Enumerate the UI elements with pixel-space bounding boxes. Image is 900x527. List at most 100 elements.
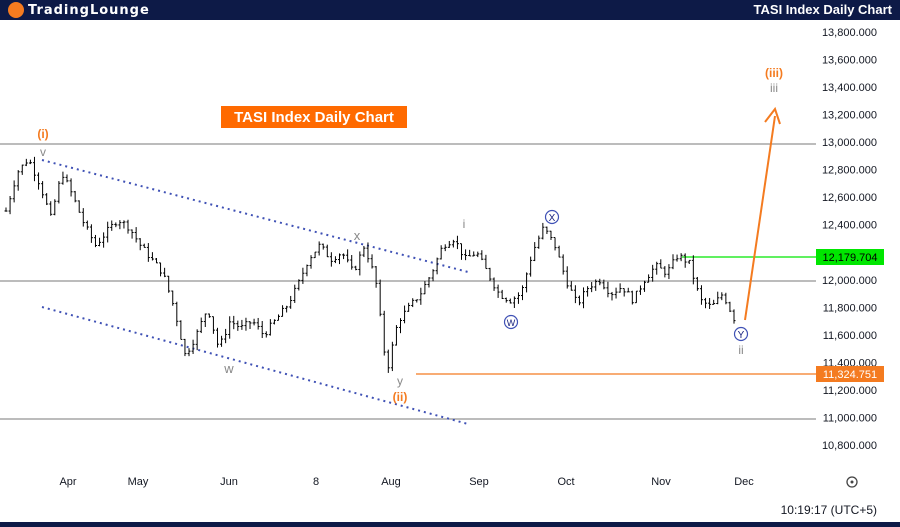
ohlc-bar — [679, 253, 683, 262]
x-tick-label: Dec — [734, 476, 754, 488]
y-tick-label: 11,000.000 — [823, 412, 877, 424]
time-label: 10:19:17 (UTC+5) — [781, 503, 877, 517]
ohlc-bar — [622, 288, 626, 297]
chart-settings-icon[interactable] — [846, 476, 858, 488]
ohlc-bar — [455, 235, 459, 250]
ohlc-bar — [130, 229, 134, 239]
ohlc-bar — [264, 331, 268, 338]
wave-label-W: W — [507, 318, 516, 328]
projection-arrow-line — [744, 115, 776, 321]
ohlc-bar — [394, 325, 398, 346]
x-tick-label: Aug — [381, 476, 401, 488]
wave-label-iii: iii — [770, 81, 778, 95]
ohlc-bar — [533, 242, 537, 262]
ohlc-bar — [329, 252, 333, 267]
ohlc-bar — [293, 284, 297, 303]
ohlc-bar — [199, 317, 203, 334]
ohlc-bar — [732, 309, 736, 324]
ohlc-bar — [586, 286, 590, 297]
wave-label-X: X — [549, 213, 556, 224]
chart-title: TASI Index Daily Chart — [234, 109, 394, 126]
ohlc-bar — [496, 284, 500, 298]
ohlc-bar — [309, 255, 313, 269]
ohlc-bar — [114, 222, 118, 228]
ohlc-bar — [390, 341, 394, 372]
candles-group — [4, 156, 736, 373]
ohlc-bar — [138, 238, 142, 251]
ohlc-bar — [342, 253, 346, 260]
ohlc-bar — [549, 230, 553, 240]
chart-header: TradingLounge TASI Index Daily Chart — [0, 0, 900, 20]
ohlc-bar — [500, 289, 504, 299]
ohlc-bar — [472, 251, 476, 257]
level-green-label: 12,179.704 — [822, 252, 877, 264]
ohlc-bar — [211, 316, 215, 334]
ohlc-bar — [720, 292, 724, 301]
ohlc-bar — [305, 264, 309, 277]
wave-label-orange-i: (i) — [37, 127, 48, 141]
ohlc-bar — [61, 171, 65, 185]
ohlc-bar — [232, 315, 236, 330]
ohlc-bar — [65, 174, 69, 183]
ohlc-bar — [41, 181, 45, 199]
y-tick-label: 13,800.000 — [822, 27, 877, 39]
ohlc-bar — [236, 320, 240, 331]
ohlc-bar — [175, 301, 179, 327]
chart-area[interactable]: TASI Index Daily Chart (i) v x w y (ii) … — [0, 20, 900, 522]
ohlc-bar — [667, 264, 671, 280]
ohlc-bar — [598, 278, 602, 286]
wave-circle-Y — [733, 326, 749, 342]
ohlc-bar — [256, 317, 260, 330]
ohlc-bar — [691, 255, 695, 285]
wave-label-orange-ii: (ii) — [393, 390, 408, 404]
price-chart[interactable]: TASI Index Daily Chart (i) v x w y (ii) … — [0, 20, 900, 522]
ohlc-bar — [512, 296, 516, 308]
ohlc-bar — [728, 301, 732, 313]
x-tick-label: Nov — [651, 476, 671, 488]
ohlc-bar — [374, 266, 378, 288]
ohlc-bar — [20, 164, 24, 175]
ohlc-bar — [565, 266, 569, 289]
ohlc-bar — [468, 249, 472, 257]
ohlc-bar — [28, 159, 32, 165]
ohlc-bar — [525, 272, 529, 293]
ohlc-bar — [553, 237, 557, 251]
price-axis[interactable] — [816, 20, 900, 522]
ohlc-bar — [492, 277, 496, 291]
x-axis-ticks: Apr May Jun 8 Aug Sep Oct Nov Dec — [59, 476, 754, 488]
ohlc-bar — [134, 227, 138, 243]
y-tick-label: 12,000.000 — [822, 275, 877, 287]
ohlc-bar — [537, 235, 541, 249]
ohlc-bar — [435, 257, 439, 275]
ohlc-bar — [321, 243, 325, 250]
y-tick-label: 12,800.000 — [822, 165, 877, 177]
ohlc-bar — [561, 254, 565, 275]
ohlc-bar — [207, 313, 211, 318]
x-tick-label: Apr — [59, 476, 76, 488]
ohlc-bar — [663, 266, 667, 278]
projection-arrow-head — [764, 106, 781, 125]
ohlc-bar — [81, 208, 85, 227]
ohlc-bar — [333, 256, 337, 264]
ohlc-bar — [675, 254, 679, 262]
wave-circle-X — [544, 209, 560, 225]
ohlc-bar — [146, 243, 150, 262]
ohlc-bar — [220, 335, 224, 347]
ohlc-bar — [102, 232, 106, 248]
ohlc-bar — [248, 321, 252, 329]
ohlc-bar — [716, 291, 720, 305]
ohlc-bar — [480, 250, 484, 261]
x-tick-label: Oct — [557, 476, 574, 488]
header-title: TASI Index Daily Chart — [753, 2, 892, 17]
ohlc-bar — [712, 299, 716, 305]
wave-circle-W — [503, 314, 519, 330]
ohlc-bar — [431, 269, 435, 282]
y-tick-label: 11,600.000 — [823, 330, 877, 342]
ohlc-bar — [419, 287, 423, 305]
ohlc-bar — [69, 178, 73, 197]
ohlc-bar — [610, 291, 614, 301]
ohlc-bar — [228, 316, 232, 339]
ohlc-bar — [724, 292, 728, 305]
ohlc-bar — [53, 199, 57, 216]
ohlc-bar — [159, 262, 163, 277]
